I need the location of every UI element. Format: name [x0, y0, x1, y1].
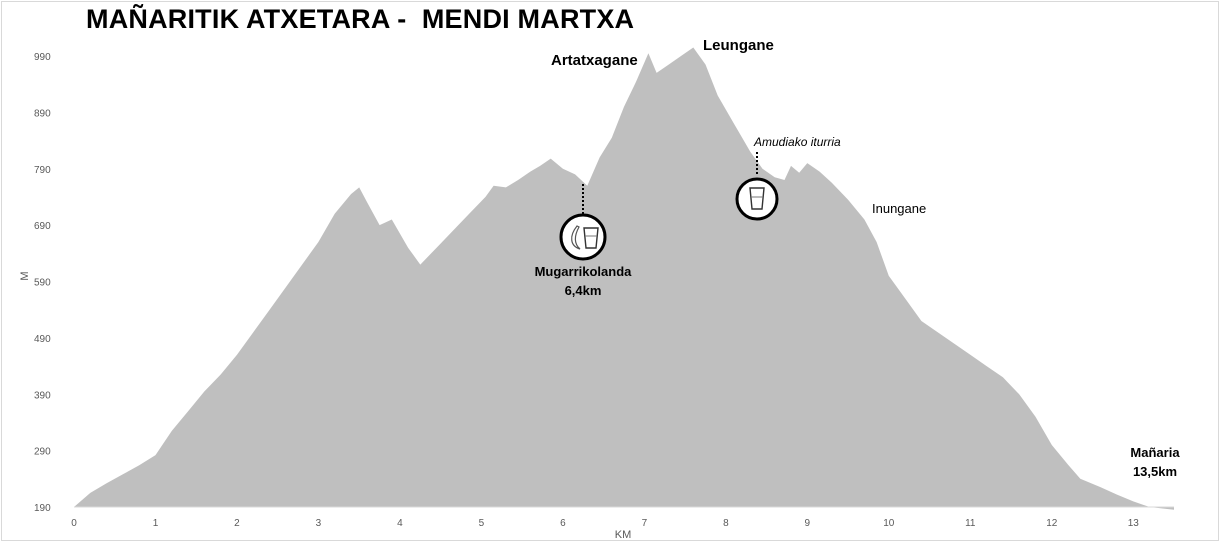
label-inungane: Inungane: [872, 201, 926, 216]
y-tick-label: 190: [34, 503, 51, 514]
y-axis-label: M: [19, 271, 31, 280]
x-tick-label: 5: [479, 518, 485, 529]
x-tick-label: 2: [234, 518, 240, 529]
x-tick-label: 3: [316, 518, 322, 529]
label-manaria: Mañaria: [1130, 445, 1180, 460]
label-leungane: Leungane: [703, 37, 774, 54]
label-mugarrikolanda: Mugarrikolanda: [535, 264, 633, 279]
y-tick-label: 590: [34, 278, 51, 289]
amudiako-aid-badge: [735, 177, 779, 221]
x-tick-label: 1: [153, 518, 159, 529]
y-tick-label: 390: [34, 390, 51, 401]
y-tick-label: 690: [34, 221, 51, 232]
y-tick-label: 990: [34, 52, 51, 63]
elevation-area: [74, 47, 1174, 510]
water-glass-icon: [749, 187, 765, 210]
x-tick-label: 6: [560, 518, 566, 529]
banana-icon: [571, 225, 581, 250]
y-tick-label: 290: [34, 447, 51, 458]
x-tick-label: 10: [883, 518, 895, 529]
x-tick-label: 4: [397, 518, 403, 529]
label-manaria-km: 13,5km: [1133, 464, 1177, 479]
y-tick-label: 490: [34, 334, 51, 345]
x-tick-label: 12: [1046, 518, 1058, 529]
y-tick-label: 890: [34, 108, 51, 119]
x-tick-label: 8: [723, 518, 729, 529]
water-glass-icon: [583, 227, 599, 249]
label-artatxagane: Artatxagane: [551, 52, 638, 69]
y-tick-labels: 190 290 390 490 590 690 790 890 990: [34, 52, 51, 514]
x-tick-label: 0: [71, 518, 77, 529]
mugarrikolanda-aid-badge: [559, 213, 607, 261]
label-amudiako-iturria: Amudiako iturria: [753, 135, 841, 149]
y-tick-label: 790: [34, 165, 51, 176]
x-tick-labels: 0 1 2 3 4 5 6 7 8 9 10 11 12 13: [71, 518, 1139, 529]
x-tick-label: 7: [642, 518, 648, 529]
x-tick-label: 13: [1128, 518, 1140, 529]
label-mugarrikolanda-km: 6,4km: [565, 283, 602, 298]
x-tick-label: 9: [805, 518, 811, 529]
chart-title: MAÑARITIK ATXETARA - MENDI MARTXA: [86, 4, 635, 34]
x-tick-label: 11: [965, 518, 976, 529]
x-axis-label: KM: [615, 529, 632, 541]
